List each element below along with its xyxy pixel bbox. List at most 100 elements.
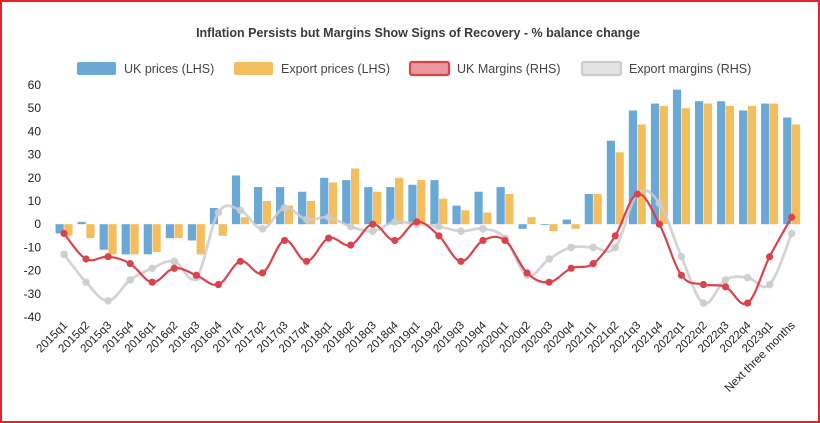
bar-export-prices (262, 201, 271, 225)
uk-margins-point (236, 257, 245, 265)
bar-uk-prices (77, 221, 86, 225)
bar-export-prices (196, 224, 205, 255)
bar-export-prices (174, 224, 183, 239)
uk-margins-point (457, 257, 465, 265)
bar-export-prices (395, 177, 404, 225)
uk-margins-point (170, 264, 178, 272)
bar-uk-prices (430, 180, 439, 225)
uk-margins-point (126, 260, 134, 268)
bar-export-prices (505, 194, 514, 225)
bar-export-prices (108, 224, 117, 255)
export-margins-point (567, 243, 575, 252)
uk-margins-point (60, 229, 68, 238)
legend-swatch (234, 62, 273, 75)
uk-margins-point (567, 264, 575, 272)
bar-export-prices (439, 198, 448, 225)
uk-margins-point (479, 236, 487, 245)
y-tick-label: -30 (24, 287, 42, 301)
bar-export-prices (130, 224, 139, 255)
uk-margins-point (788, 213, 796, 221)
bar-uk-prices (694, 101, 704, 225)
uk-margins-point (258, 269, 267, 277)
bar-export-prices (218, 224, 227, 236)
y-tick-label: 0 (34, 217, 41, 231)
bar-uk-prices (342, 180, 351, 225)
bar-uk-prices (452, 205, 461, 225)
bar-export-prices (284, 205, 294, 225)
legend: UK prices (LHS) Export prices (LHS) UK Mar… (77, 60, 751, 77)
uk-margins-point (148, 278, 156, 286)
bar-uk-prices (231, 175, 241, 225)
legend-swatch (580, 60, 623, 77)
bar-uk-prices (717, 101, 726, 225)
bar-uk-prices (408, 184, 417, 225)
lines-layer (60, 189, 796, 307)
uk-margins-point (589, 260, 597, 268)
bar-uk-prices (143, 224, 152, 255)
uk-margins-point (325, 234, 333, 242)
bar-uk-prices (650, 103, 660, 225)
bar-uk-prices (739, 110, 748, 225)
bar-uk-prices (320, 177, 329, 225)
uk-margins-point (766, 253, 774, 261)
uk-margins-point (104, 253, 112, 261)
bar-export-prices (527, 217, 536, 225)
bar-uk-prices (518, 224, 527, 229)
y-tick-label: 10 (28, 194, 42, 208)
legend-label: UK prices (LHS) (124, 62, 214, 76)
uk-margins-point (501, 236, 509, 245)
uk-margins-point (523, 269, 531, 277)
export-margins-point (655, 199, 664, 208)
uk-margins-point (677, 271, 686, 279)
uk-margins-point (435, 232, 443, 240)
bar-export-prices (417, 180, 426, 225)
bar-uk-prices (99, 224, 108, 250)
y-tick-label: -40 (24, 310, 42, 324)
export-margins-point (324, 213, 333, 222)
uk-margins-point (347, 241, 355, 249)
bar-uk-prices (121, 224, 130, 255)
export-margins-point (258, 225, 267, 233)
bar-uk-prices (276, 187, 285, 225)
bar-export-prices (769, 103, 779, 225)
export-margins-point (104, 296, 112, 305)
y-tick-label: 20 (28, 171, 42, 185)
bar-uk-prices (672, 89, 682, 225)
bar-uk-prices (165, 224, 174, 239)
uk-margins-point (545, 278, 553, 286)
export-margins-point (280, 204, 289, 212)
chart-title: Inflation Persists but Margins Show Sign… (196, 26, 640, 40)
export-margins-point (148, 264, 157, 273)
bar-uk-prices (386, 187, 395, 225)
bar-export-prices (240, 217, 249, 225)
export-margins-point (787, 229, 796, 238)
bar-export-prices (461, 210, 470, 225)
export-margins-point (170, 257, 179, 266)
bar-uk-prices (628, 110, 638, 225)
y-tick-label: 60 (28, 78, 42, 92)
bar-export-prices (549, 224, 558, 232)
uk-margins-point (633, 190, 641, 198)
bar-uk-prices (606, 140, 615, 225)
legend-swatch (77, 62, 116, 75)
bar-export-prices (681, 108, 690, 225)
bar-export-prices (637, 124, 646, 225)
export-margins-point (302, 215, 311, 224)
export-margins-point (721, 276, 730, 284)
y-tick-label: -20 (24, 264, 42, 278)
y-tick-label: 40 (28, 124, 42, 138)
bar-export-prices (64, 224, 73, 236)
y-axis: -40 -30 -20 -10 0 10 20 30 40 50 60 (24, 78, 42, 324)
bar-export-prices (593, 194, 602, 225)
uk-margins-point (721, 283, 730, 291)
bar-export-prices (306, 201, 316, 225)
uk-margins-point (413, 218, 421, 226)
bar-export-prices (615, 152, 624, 225)
export-margins-point (368, 227, 377, 235)
y-tick-label: 30 (28, 148, 42, 162)
bar-uk-prices (364, 187, 373, 225)
uk-margins-point (369, 220, 377, 228)
uk-margins-point (214, 280, 222, 289)
bar-export-prices (483, 212, 492, 225)
